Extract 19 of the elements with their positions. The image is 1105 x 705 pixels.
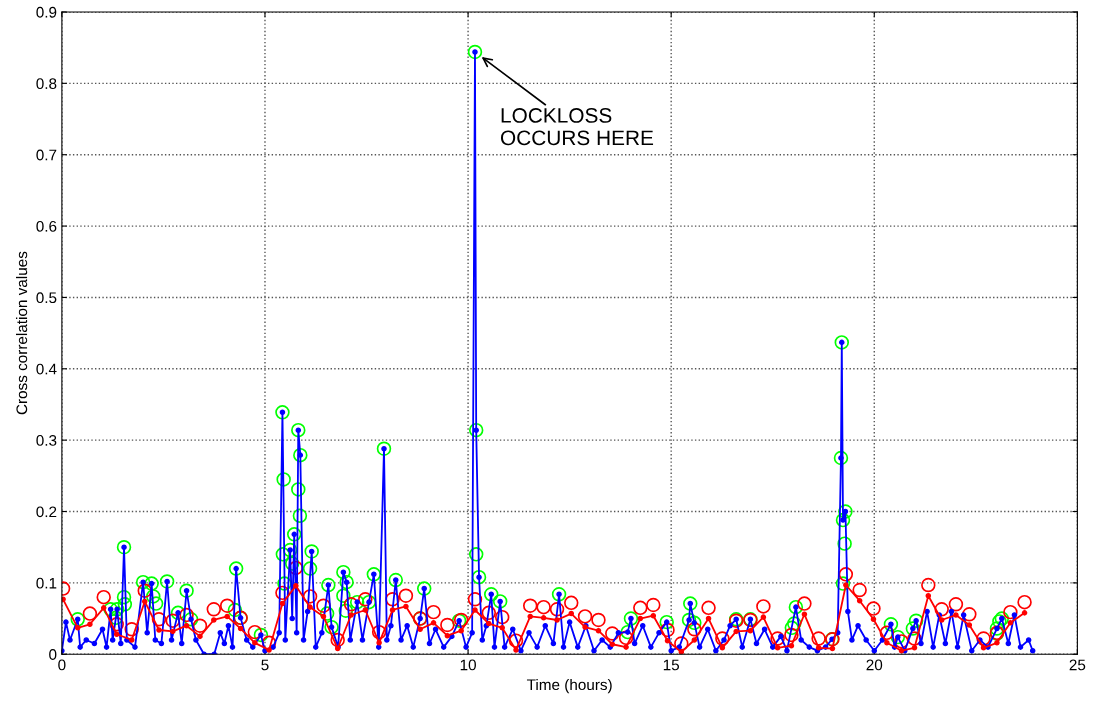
y-tick-label: 0.6 [36,220,57,232]
y-tick-label: 0.2 [36,506,57,518]
x-tick-label: 0 [58,659,66,671]
x-tick-label: 10 [460,659,476,671]
x-tick-label: 20 [866,659,883,671]
x-tick-label: 5 [261,659,269,671]
y-tick-label: 0.4 [36,363,57,375]
y-tick-label: 0.7 [36,149,57,161]
x-tick-label: 15 [663,659,680,671]
annotation: LOCKLOSS OCCURS HERE [500,108,654,146]
y-tick-label: 0.1 [36,577,57,589]
y-axis-title: Cross correlation values [15,251,28,415]
x-tick-label: 25 [1069,659,1086,671]
x-axis-title: Time (hours) [526,678,612,694]
y-tick-label: 0.3 [36,435,57,446]
y-tick-label: 0.9 [36,6,57,18]
y-tick-label: 0.5 [36,292,57,304]
y-tick-label: 0.8 [36,78,57,90]
y-tick-label: 0 [49,649,57,660]
